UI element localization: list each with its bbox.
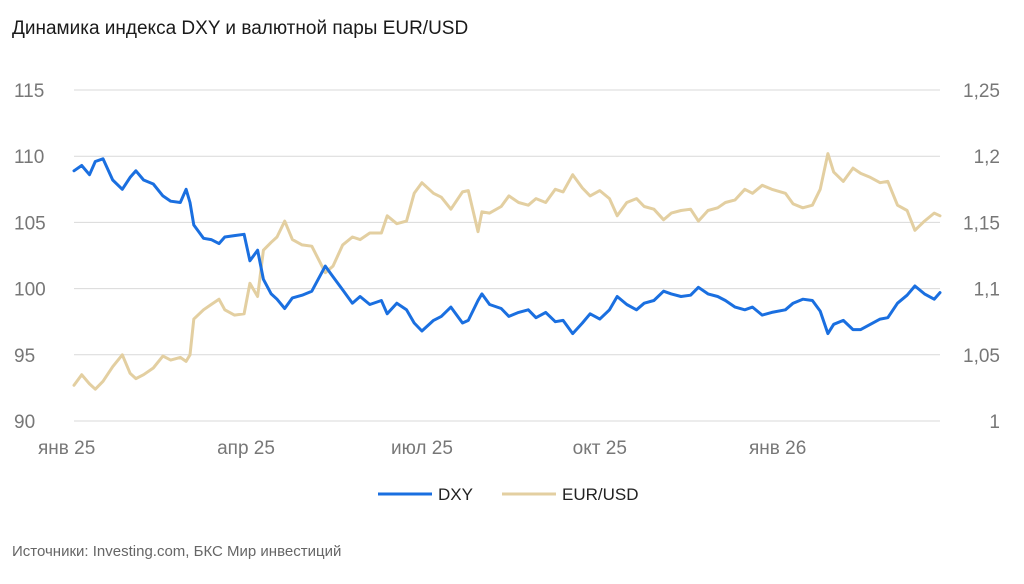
series-line-dxy <box>72 157 942 336</box>
y-left-tick-label: 90 <box>14 412 35 433</box>
x-tick-label: июл 25 <box>391 438 453 459</box>
y-right-tick-label: 1,2 <box>974 147 1000 168</box>
y-right-tick-label: 1,25 <box>963 81 1000 102</box>
y-left-tick-label: 110 <box>14 147 44 168</box>
series-lines <box>72 152 942 391</box>
y-left-tick-label: 115 <box>14 81 44 102</box>
x-tick-label: апр 25 <box>217 438 275 459</box>
y-axis-left: 90 95 100 105 110 115 <box>14 81 46 433</box>
legend: DXY EUR/USD <box>378 485 639 504</box>
x-axis: янв 25 апр 25 июл 25 окт 25 янв 26 <box>38 438 806 459</box>
series-line-eur-usd <box>72 152 942 391</box>
y-left-tick-label: 105 <box>14 213 46 234</box>
legend-label-eur-usd: EUR/USD <box>562 485 639 504</box>
x-tick-label: окт 25 <box>573 438 627 459</box>
y-left-tick-label: 100 <box>14 280 46 301</box>
y-right-tick-label: 1,1 <box>974 280 1000 301</box>
y-axis-right: 1 1,05 1,1 1,15 1,2 1,25 <box>963 81 1000 433</box>
chart-title: Динамика индекса DXY и валютной пары EUR… <box>12 18 469 39</box>
y-left-tick-label: 95 <box>14 346 35 367</box>
grid-lines <box>74 89 940 422</box>
source-note: Источники: Investing.com, БКС Мир инвест… <box>12 543 342 560</box>
x-tick-label: янв 26 <box>749 438 806 459</box>
legend-label-dxy: DXY <box>438 485 473 504</box>
y-right-tick-label: 1,05 <box>963 346 1000 367</box>
y-right-tick-label: 1 <box>989 412 1000 433</box>
y-right-tick-label: 1,15 <box>963 213 1000 234</box>
x-tick-label: янв 25 <box>38 438 95 459</box>
